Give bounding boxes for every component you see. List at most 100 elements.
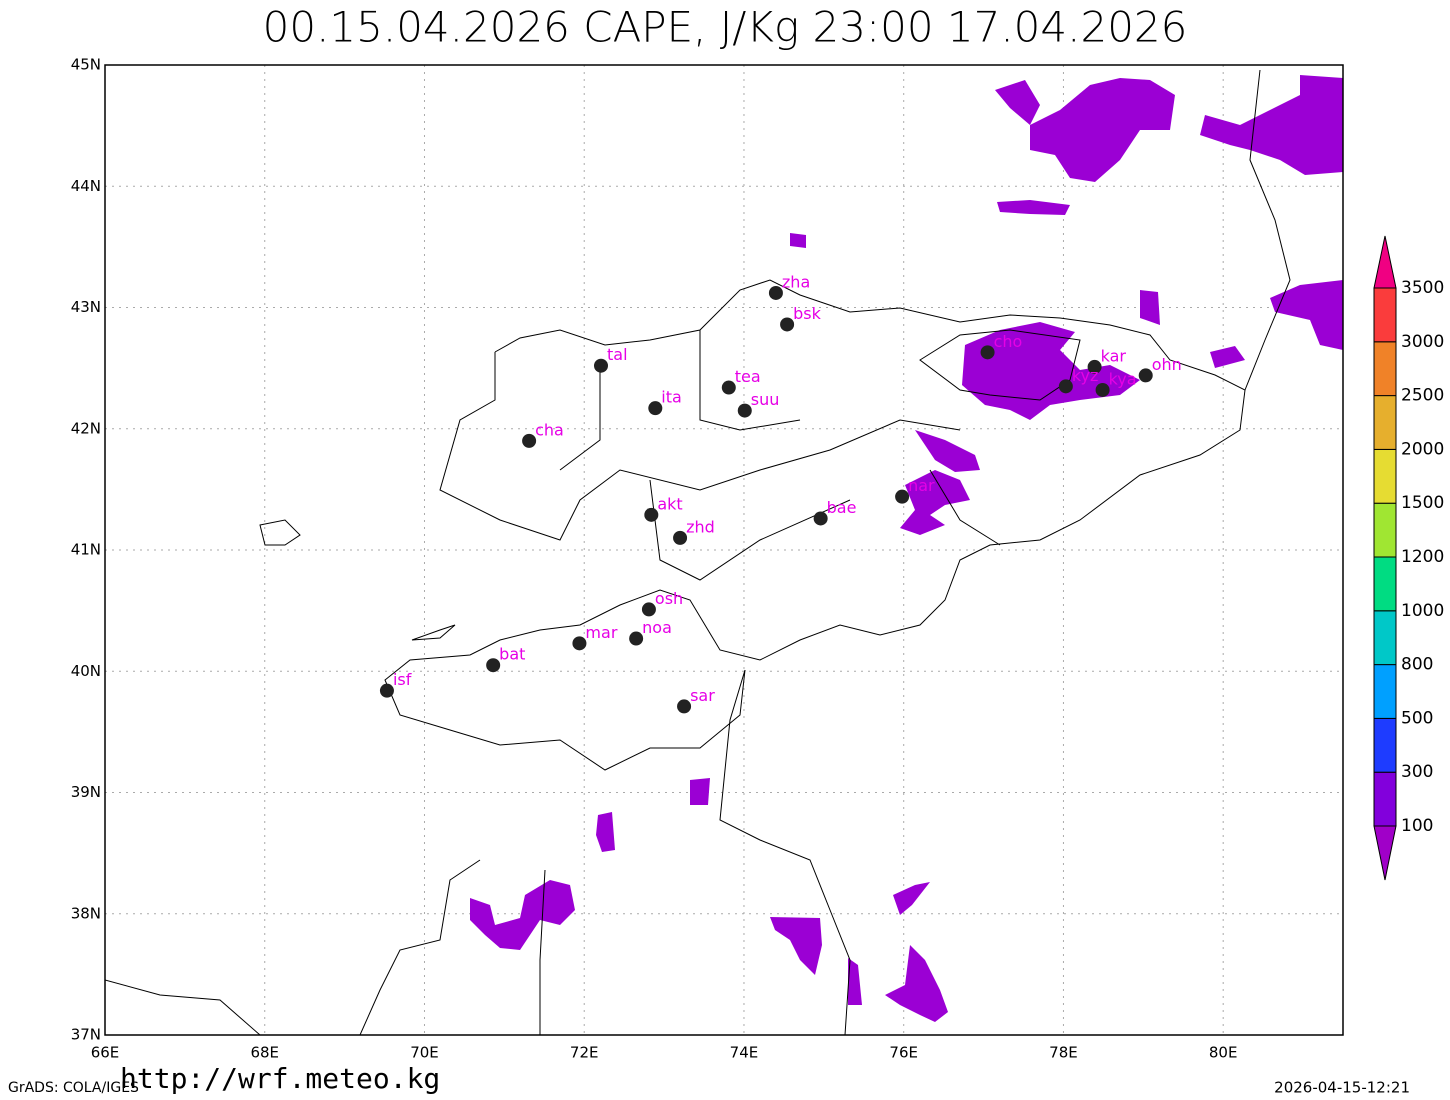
station-marker bbox=[522, 433, 537, 448]
cape-area bbox=[770, 917, 822, 975]
station-marker bbox=[721, 380, 736, 395]
colorbar-segment bbox=[1373, 287, 1397, 343]
station-marker bbox=[629, 631, 644, 646]
country-border bbox=[384, 279, 1246, 771]
plot-frame bbox=[104, 64, 1344, 1036]
footer-date: 2026-04-15-12:21 bbox=[1274, 1079, 1410, 1097]
cape-area bbox=[1200, 75, 1343, 175]
y-tick-label: 39N bbox=[71, 783, 101, 801]
colorbar-label: 3500 bbox=[1401, 278, 1444, 298]
station-label: ita bbox=[661, 388, 682, 407]
x-tick-label: 66E bbox=[91, 1044, 120, 1062]
y-tick-label: 41N bbox=[71, 541, 101, 559]
colorbar-label: 500 bbox=[1401, 708, 1433, 728]
stations: zhabsktalteasuuitachaaktzhdbaenarchokark… bbox=[379, 272, 1182, 714]
station-marker bbox=[813, 511, 828, 526]
station-marker bbox=[644, 507, 659, 522]
x-tick-label: 76E bbox=[889, 1044, 918, 1062]
colorbar-segment bbox=[1373, 448, 1397, 504]
cape-fields bbox=[470, 75, 1343, 1022]
region-border bbox=[439, 329, 1081, 581]
y-tick-label: 44N bbox=[71, 177, 101, 195]
station-label: sar bbox=[690, 686, 715, 705]
station-marker bbox=[486, 658, 501, 673]
y-tick-label: 38N bbox=[71, 904, 101, 922]
x-tick-label: 72E bbox=[570, 1044, 599, 1062]
station-marker bbox=[1058, 379, 1073, 394]
station-marker bbox=[768, 285, 783, 300]
station-marker bbox=[379, 683, 394, 698]
colorbar-label: 1200 bbox=[1401, 547, 1444, 567]
boundaries bbox=[105, 69, 1291, 1035]
station-marker bbox=[980, 345, 995, 360]
x-tick-label: 74E bbox=[730, 1044, 759, 1062]
station-label: ohn bbox=[1152, 355, 1182, 374]
colorbar-segment bbox=[1373, 556, 1397, 612]
station-label: bae bbox=[827, 498, 857, 517]
colorbar-cap bbox=[1373, 235, 1397, 289]
cape-area bbox=[997, 200, 1070, 215]
station-marker bbox=[673, 530, 688, 545]
colorbar-label: 1000 bbox=[1401, 601, 1444, 621]
x-tick-label: 78E bbox=[1049, 1044, 1078, 1062]
colorbar-segment bbox=[1373, 610, 1397, 666]
station-marker bbox=[1087, 359, 1102, 374]
cape-area bbox=[470, 880, 575, 950]
colorbar-segment bbox=[1373, 717, 1397, 773]
station-marker bbox=[1138, 368, 1153, 383]
colorbar-label: 2000 bbox=[1401, 439, 1444, 459]
map-title: 00.15.04.2026 CAPE, J/Kg 23:00 17.04.202… bbox=[263, 3, 1188, 52]
colorbar-segment bbox=[1373, 664, 1397, 719]
station-label: bat bbox=[499, 645, 525, 664]
footer-url: http://wrf.meteo.kg bbox=[120, 1062, 440, 1095]
y-tick-label: 42N bbox=[71, 419, 101, 437]
station-label: isf bbox=[393, 670, 412, 689]
colorbar-label: 300 bbox=[1401, 762, 1433, 782]
cape-area bbox=[790, 233, 806, 248]
y-tick-label: 40N bbox=[71, 662, 101, 680]
cape-area bbox=[893, 882, 930, 915]
station-marker bbox=[641, 602, 656, 617]
station-marker bbox=[1095, 382, 1110, 397]
x-tick-label: 80E bbox=[1209, 1044, 1238, 1062]
colorbar-label: 1500 bbox=[1401, 493, 1444, 513]
country-border bbox=[105, 69, 1291, 1035]
station-label: cha bbox=[535, 420, 564, 439]
colorbar: 100 300 500 800 1000 1200 1500 2000 2500 3000 3500 bbox=[1373, 235, 1444, 881]
cape-area bbox=[848, 958, 862, 1005]
colorbar-label: 800 bbox=[1401, 655, 1433, 675]
x-tick-label: 70E bbox=[410, 1044, 439, 1062]
cape-area bbox=[1210, 346, 1245, 368]
station-marker bbox=[677, 699, 692, 714]
colorbar-cap bbox=[1373, 825, 1397, 881]
station-marker bbox=[648, 401, 663, 416]
station-label: tal bbox=[607, 345, 628, 364]
y-tick-label: 37N bbox=[71, 1026, 101, 1044]
station-label: bsk bbox=[793, 304, 821, 323]
cape-area bbox=[1270, 280, 1343, 350]
colorbar-segment bbox=[1373, 395, 1397, 450]
x-tick-label: 68E bbox=[250, 1044, 279, 1062]
station-label: cho bbox=[994, 332, 1023, 351]
colorbar-segment bbox=[1373, 341, 1397, 397]
cape-area bbox=[915, 430, 980, 472]
footer-credit: GrADS: COLA/IGES bbox=[8, 1080, 139, 1096]
station-label: noa bbox=[642, 618, 672, 637]
grid: 66E 68E 70E 72E 74E 76E 78E 80E 37N 38N 39N 40N 41N 4… bbox=[71, 56, 1343, 1062]
cape-area bbox=[690, 778, 710, 805]
station-label: nar bbox=[908, 476, 935, 495]
station-label: mar bbox=[585, 623, 617, 642]
station-marker bbox=[780, 317, 795, 332]
colorbar-segment bbox=[1373, 771, 1397, 827]
station-marker bbox=[895, 489, 910, 504]
station-label: kar bbox=[1101, 346, 1127, 365]
cape-area bbox=[596, 812, 615, 852]
station-label: zha bbox=[782, 272, 810, 291]
cape-area bbox=[900, 470, 970, 535]
cape-area bbox=[995, 78, 1175, 182]
station-marker bbox=[737, 403, 752, 418]
y-tick-label: 45N bbox=[71, 56, 101, 74]
station-label: zhd bbox=[686, 517, 715, 536]
y-tick-label: 43N bbox=[71, 298, 101, 316]
